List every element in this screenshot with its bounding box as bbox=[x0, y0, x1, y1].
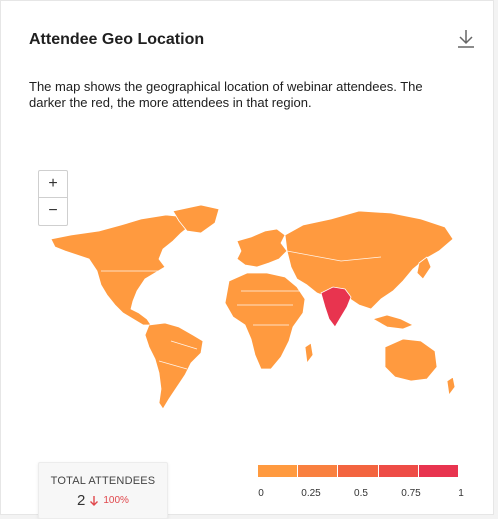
region-asia bbox=[284, 210, 454, 310]
legend-segment bbox=[258, 465, 298, 477]
legend-ticks: 0 0.25 0.5 0.75 1 bbox=[241, 488, 481, 502]
legend-tick-label: 0.75 bbox=[401, 488, 421, 499]
legend-segment bbox=[377, 465, 418, 477]
region-north-america bbox=[50, 214, 192, 326]
card-title: Attendee Geo Location bbox=[29, 31, 205, 48]
legend-segment bbox=[337, 465, 378, 477]
zoom-in-button[interactable]: + bbox=[39, 171, 67, 198]
region-europe bbox=[236, 228, 288, 268]
region-australia bbox=[384, 338, 438, 382]
color-legend bbox=[258, 465, 459, 477]
zoom-out-button[interactable]: − bbox=[48, 202, 58, 219]
change-percent: 100% bbox=[103, 495, 129, 506]
world-map[interactable] bbox=[41, 201, 461, 421]
legend-tick-label: 1 bbox=[458, 488, 464, 499]
region-south-america bbox=[144, 322, 204, 410]
legend-tick-label: 0.5 bbox=[354, 488, 368, 499]
region-greenland bbox=[172, 204, 220, 234]
zoom-control: + − bbox=[38, 170, 68, 226]
region-madagascar bbox=[304, 342, 314, 364]
region-africa bbox=[224, 272, 306, 370]
region-indonesia bbox=[372, 314, 414, 330]
region-japan bbox=[416, 256, 432, 280]
card-description: The map shows the geographical location … bbox=[29, 79, 423, 110]
total-attendees-label: TOTAL ATTENDEES bbox=[50, 475, 156, 487]
total-attendees-value: 2 bbox=[77, 492, 86, 509]
legend-segment bbox=[417, 465, 459, 477]
region-new-zealand bbox=[446, 376, 456, 396]
total-attendees-card: TOTAL ATTENDEES 2 100% bbox=[38, 462, 168, 519]
download-icon[interactable] bbox=[455, 27, 477, 51]
region-india bbox=[320, 286, 352, 328]
legend-tick-label: 0 bbox=[258, 488, 264, 499]
legend-segment bbox=[297, 465, 338, 477]
legend-tick-label: 0.25 bbox=[301, 488, 321, 499]
arrow-down-icon bbox=[90, 495, 99, 506]
